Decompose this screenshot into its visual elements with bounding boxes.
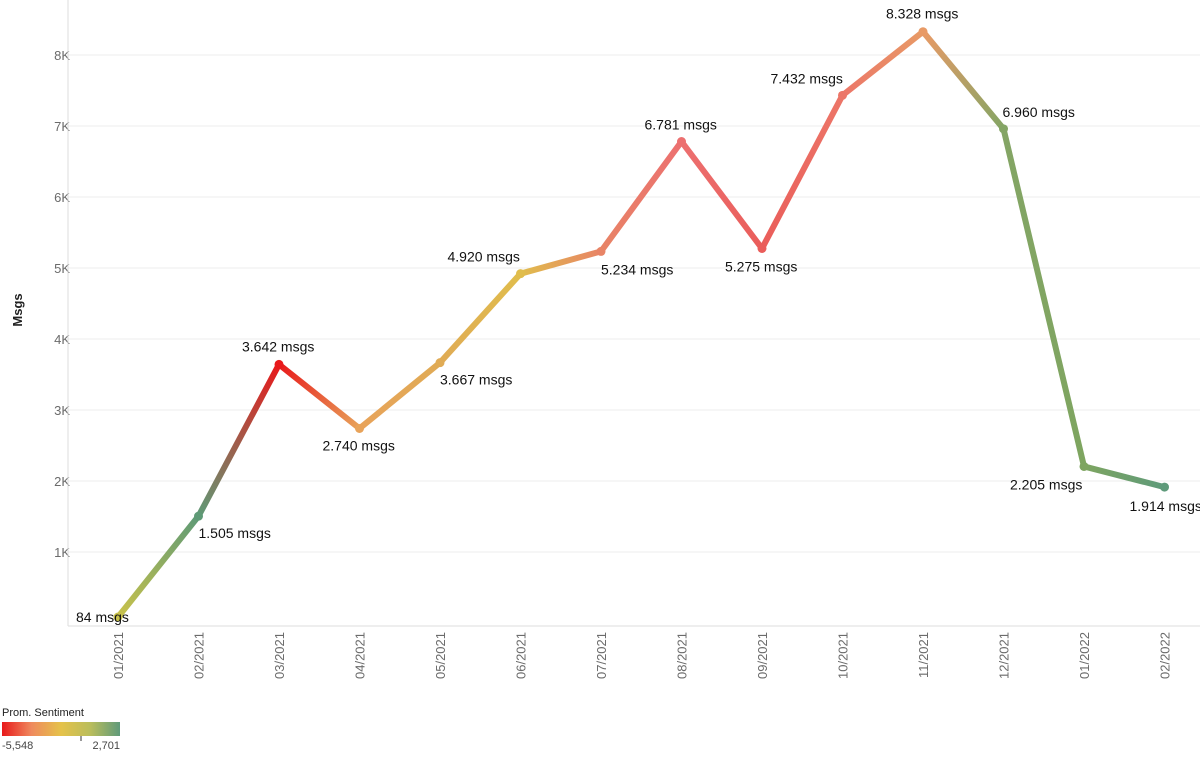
- data-point[interactable]: [597, 247, 606, 256]
- line-segment: [923, 32, 1004, 129]
- data-label: 7.432 msgs: [771, 70, 843, 86]
- x-tick-label: 05/2021: [433, 632, 448, 679]
- line-segment: [521, 251, 602, 273]
- y-axis-title: Msgs: [10, 293, 25, 326]
- line-segment: [118, 516, 199, 617]
- data-label: 4.920 msgs: [448, 249, 520, 265]
- x-tick-label: 10/2021: [836, 632, 851, 679]
- x-tick-label: 11/2021: [916, 632, 931, 678]
- legend-title: Prom. Sentiment: [2, 707, 84, 719]
- line-segment: [601, 142, 682, 252]
- x-tick-label: 02/2022: [1158, 632, 1173, 679]
- data-point[interactable]: [758, 244, 767, 253]
- data-label: 5.275 msgs: [725, 258, 797, 274]
- data-point[interactable]: [1080, 462, 1089, 471]
- x-tick-label: 08/2021: [675, 632, 690, 679]
- data-point[interactable]: [677, 137, 686, 146]
- data-point[interactable]: [919, 27, 928, 36]
- line-segment: [199, 364, 280, 516]
- data-label: 3.642 msgs: [242, 338, 314, 354]
- data-point[interactable]: [355, 424, 364, 433]
- line-segment: [682, 142, 763, 249]
- x-tick-label: 12/2021: [997, 632, 1012, 679]
- x-tick-label: 01/2021: [111, 632, 126, 679]
- color-legend: Prom. Sentiment -5,548 2,701: [2, 707, 120, 752]
- legend-gradient-bar: [2, 722, 120, 736]
- data-point[interactable]: [194, 512, 203, 521]
- data-point[interactable]: [999, 124, 1008, 133]
- line-segment: [1004, 129, 1085, 467]
- data-point[interactable]: [275, 360, 284, 369]
- data-label: 2.205 msgs: [1010, 476, 1082, 492]
- data-label: 6.960 msgs: [1003, 104, 1075, 120]
- data-point[interactable]: [838, 91, 847, 100]
- x-tick-label: 07/2021: [594, 632, 609, 679]
- data-label: 6.781 msgs: [645, 117, 717, 133]
- line-segment: [360, 363, 441, 429]
- line-segment: [279, 364, 360, 428]
- data-point[interactable]: [516, 269, 525, 278]
- data-label: 84 msgs: [76, 609, 129, 625]
- line-segment: [843, 32, 924, 96]
- data-label: 1.914 msgs: [1130, 498, 1200, 514]
- line-segment: [1084, 466, 1165, 487]
- data-labels: 84 msgs 1.505 msgs 3.642 msgs 2.740 msgs 3.6…: [76, 6, 1200, 625]
- data-label: 5.234 msgs: [601, 261, 673, 277]
- legend-max-label: 2,701: [92, 740, 120, 752]
- x-axis: 01/2021 02/2021 03/2021 04/2021 05/2021 06/20…: [111, 632, 1173, 679]
- data-label: 8.328 msgs: [886, 6, 958, 22]
- data-label: 1.505 msgs: [199, 525, 271, 541]
- legend-min-label: -5,548: [2, 740, 33, 752]
- line-segment: [440, 274, 521, 363]
- x-tick-label: 04/2021: [353, 632, 368, 679]
- line-segment: [762, 95, 843, 248]
- x-tick-label: 03/2021: [272, 632, 287, 679]
- x-tick-label: 09/2021: [755, 632, 770, 679]
- x-tick-label: 01/2022: [1077, 632, 1092, 679]
- data-label: 2.740 msgs: [323, 437, 395, 453]
- data-point[interactable]: [1160, 483, 1169, 492]
- x-tick-label: 06/2021: [514, 632, 529, 679]
- x-tick-label: 02/2021: [192, 632, 207, 679]
- data-point[interactable]: [436, 358, 445, 367]
- data-label: 3.667 msgs: [440, 372, 512, 388]
